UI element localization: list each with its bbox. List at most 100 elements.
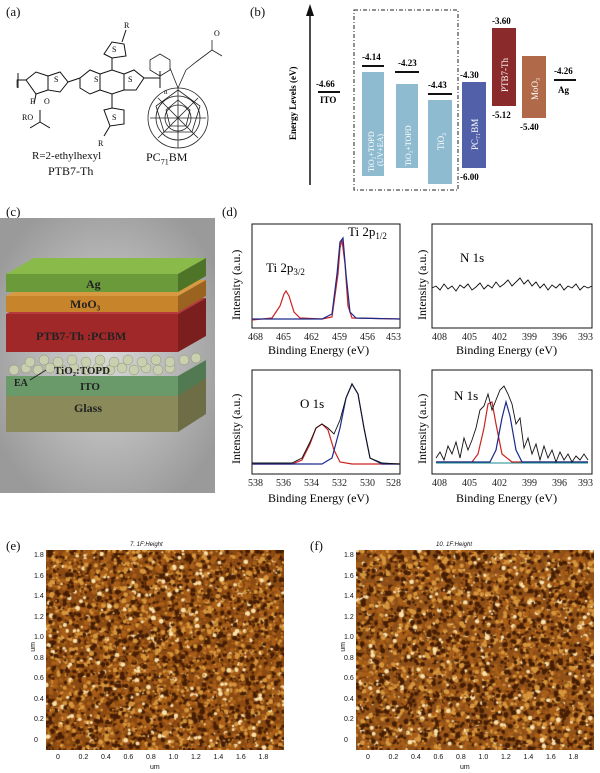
n1-xtick-0: 408 [432,332,447,343]
energy-axis-arrow [306,4,314,16]
ti-xtick-4: 456 [360,332,375,343]
atom-s-5: S [112,113,116,122]
n1-ylabel: Intensity (a.u.) [415,250,429,320]
ag-name: Ag [558,85,569,95]
afm-e-title: 7. 1F:Height [130,542,163,548]
ti-xtick-5: 453 [386,332,401,343]
etl-label: TiO₂:TOPD [54,365,110,377]
n1-spectrum [431,277,593,292]
device-stack: Ag MoO₃ PTB7-Th :PCBM TiO₂:TOPD ITO Glas… [0,218,215,493]
moo3-label: MoO₃ [70,297,101,311]
n2-xtick-4: 396 [552,478,567,489]
tio-uv-name2: (UV+EA) [376,134,385,166]
pcbm-name-prefix: PC [146,150,161,164]
tio2-group-box [353,9,459,191]
afm-f-xtick-8: 1.6 [546,754,556,761]
afm-e-ytick-5: 0.8 [34,654,44,662]
afm-image-e-panel: um um 1.8 1.6 1.4 1.2 1.0 0.8 0.6 0.4 0.2 0 0 0.2 0… [0,548,290,773]
ti-peak2-sub: 1/2 [375,231,387,241]
o-xlabel: Binding Energy (eV) [268,491,369,505]
o-fit-blue [252,382,400,465]
n-1s-plot-top: N 1s 408 405 402 399 396 393 Binding Ene… [415,223,593,357]
afm-e-xtick-1: 0.2 [78,754,89,761]
afm-e-ytick-1: 1.6 [34,572,44,580]
afm-f-title: 10. 1F:Height [436,542,473,548]
tio-topd-name: TiO₂+TOPD [404,125,413,166]
afm-f-ytick-8: 0.2 [344,716,354,723]
atom-ro: RO [22,113,33,122]
afm-f-ytick-3: 1.2 [344,613,354,621]
o-xtick-1: 536 [276,478,291,489]
afm-image-f-panel: um um 1.8 1.6 1.4 1.2 1.0 0.8 0.6 0.4 0.2 0 0 0.2 0… [310,548,600,773]
pcbm-bar-name: PC₇₁BM [470,119,480,150]
ti-peak2-label: Ti 2p1/2 [348,224,387,241]
o-plot-frame [251,369,401,475]
afm-e-xtick-3: 0.6 [123,754,134,761]
ptb7-bar [492,28,516,106]
n1-xtick-3: 399 [522,332,537,343]
n1-label: N 1s [460,250,484,265]
o-ylabel: Intensity (a.u.) [229,394,243,464]
moo3-bottom-value: -5.40 [520,122,539,132]
afm-e-ytick-3: 1.2 [34,613,44,621]
afm-e-ytick-2: 1.4 [34,593,44,600]
afm-e-ytick-8: 0.2 [34,716,44,723]
moo3-layer [6,296,178,312]
ti-xtick-1: 465 [276,332,291,343]
tio-uv-value: -4.14 [362,52,381,62]
ti-fit-red [251,239,401,321]
afm-e-ytick-9: 0 [34,736,38,744]
ito-side [178,360,206,396]
n2-plot-frame [431,369,593,475]
panel-a-label: (a) [6,4,21,19]
afm-f-ytick-0: 1.8 [344,552,354,559]
pcbm-bar [462,82,486,168]
afm-e-xtick-5: 1.0 [168,754,179,761]
glass-layer [6,394,178,432]
tio2-name: TiO₂ [436,133,446,150]
ti-fit-blue [252,236,401,320]
active-layer [6,314,178,352]
atom-s-3: S [128,75,132,84]
ti-xticks: 468 465 462 459 456 453 [248,332,401,343]
moo3-bar-name: MoO₃ [530,78,540,100]
pcbm-bottom-value: -6.00 [460,172,479,182]
afm-f-xtick-7: 1.4 [523,754,534,761]
afm-e-xtick-6: 1.2 [191,754,201,761]
tio-uv-name1: TiO₂+TOPD [367,131,376,172]
moo3-side [178,280,206,312]
ti-2p-plot: Ti 2p3/2 Ti 2p1/2 468 465 462 459 456 45… [229,223,401,357]
afm-f-xtick-1: 0.2 [388,754,399,761]
afm-f-xtick-5: 1.0 [478,754,489,761]
afm-f-xtick-0: 0 [366,754,370,761]
n2-label: N 1s [454,388,478,403]
tio-topd-value: -4.23 [398,58,417,68]
ti-plot-frame [251,223,401,329]
n1-xtick-4: 396 [552,332,567,343]
atom-n: n [164,88,168,96]
ti-peak2-text: Ti 2p [348,224,375,239]
n2-xtick-1: 405 [462,478,477,489]
tio2-nanoparticles [8,352,202,376]
ptb7-th-structure [17,29,161,137]
tio-uv-bar [362,72,384,176]
n2-xticks: 408 405 402 399 396 393 [432,478,593,489]
o-fit-red [252,423,400,465]
ti-peak1-text: Ti 2p [266,260,293,275]
ito-value: -4.66 [316,79,335,89]
afm-f-xtick-2: 0.4 [411,754,421,761]
atom-r-1: R [124,21,130,30]
afm-f-xtick-6: 1.2 [501,754,511,761]
ag-label: Ag [86,277,101,291]
ti-xtick-0: 468 [248,332,263,343]
afm-e-xtick-2: 0.4 [101,754,111,761]
afm-image-e [46,550,284,750]
n2-spectrum [435,385,589,464]
afm-e-ytick-0: 1.8 [34,552,44,559]
ti-ylabel: Intensity (a.u.) [229,250,243,320]
panel-a-structures: [ S F RO O S S S R S R n O [16,21,223,149]
pcbm-name: PC71BM [146,150,187,166]
ptb7-th-name: PTB7-Th [48,164,94,178]
n2-xtick-3: 399 [522,478,537,489]
ea-arrow [29,369,47,381]
